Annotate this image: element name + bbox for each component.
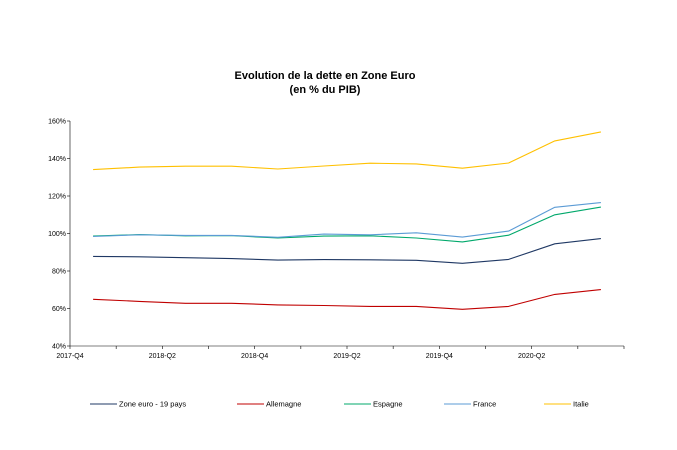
x-tick-label: 2020-Q2 — [518, 353, 545, 360]
y-tick-label: 160% — [48, 119, 66, 126]
chart-title: Evolution de la dette en Zone Euro — [235, 70, 416, 82]
y-tick-label: 60% — [52, 306, 66, 313]
x-tick-label: 2018-Q4 — [241, 353, 268, 360]
series-line-3 — [93, 206, 601, 243]
series-line-5 — [93, 131, 602, 171]
legend-label: Allemagne — [266, 400, 301, 409]
legend-label: France — [473, 400, 496, 409]
axes: 40% 60% 80% 100% 120% 140% 160% 2017-Q4 2018-Q2 2… — [48, 119, 625, 360]
legend: Zone euro - 19 pays Allemagne Espagne Franc… — [90, 400, 589, 409]
y-tick-label: 80% — [52, 269, 66, 276]
y-tick-label: 100% — [48, 231, 66, 238]
y-tick-label: 40% — [52, 344, 66, 351]
chart-subtitle: (en % du PIB) — [290, 84, 361, 96]
series-layer — [93, 131, 602, 310]
y-tick-label: 120% — [48, 194, 66, 201]
x-tick-label: 2019-Q4 — [426, 353, 453, 360]
series-line-4 — [93, 202, 601, 238]
series-line-2 — [93, 289, 601, 310]
x-tick-label: 2018-Q2 — [149, 353, 176, 360]
x-tick-label: 2017-Q4 — [56, 353, 83, 360]
legend-label: Espagne — [373, 400, 403, 409]
series-line-1 — [93, 238, 601, 264]
x-tick-label: 2019-Q2 — [333, 353, 360, 360]
legend-label: Italie — [573, 400, 589, 409]
y-tick-label: 140% — [48, 156, 66, 163]
legend-label: Zone euro - 19 pays — [119, 400, 186, 409]
